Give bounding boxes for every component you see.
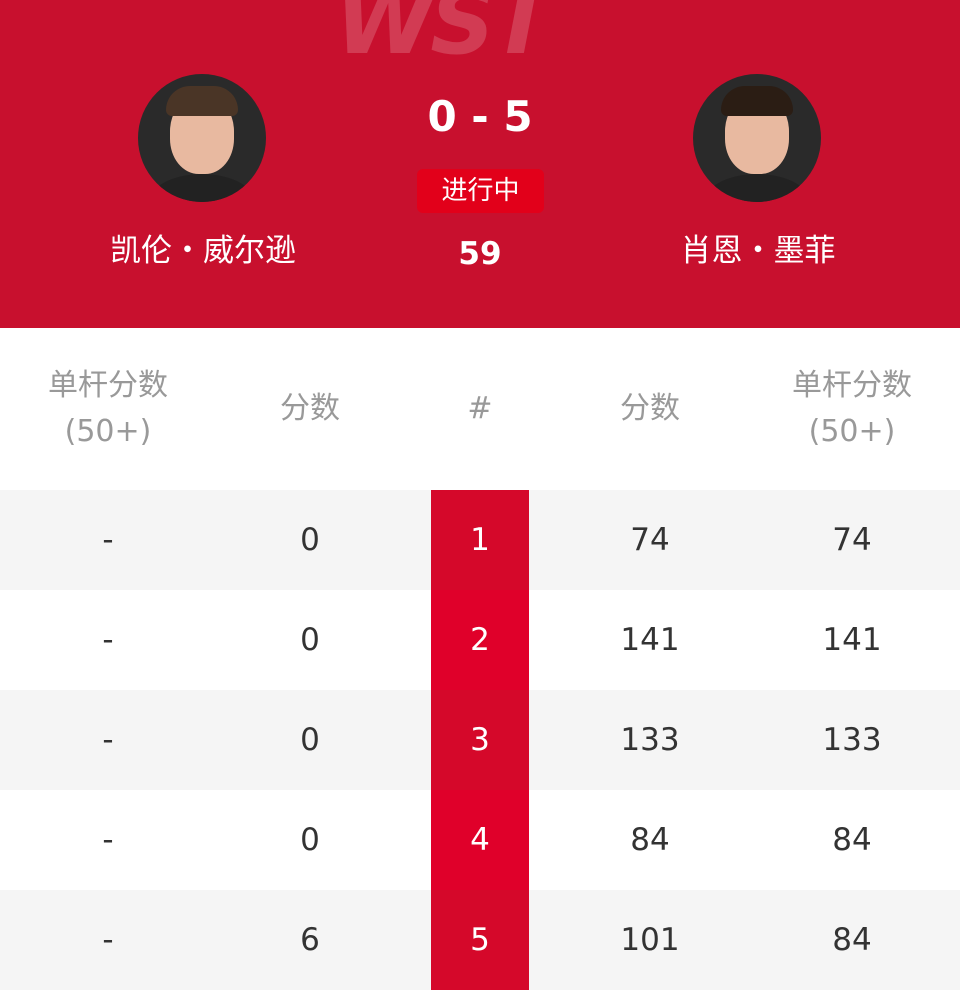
match-header: WST 凯伦・威尔逊 肖恩・墨菲 0 - 5 进行中 59	[0, 0, 960, 328]
left-score-cell: 6	[300, 922, 320, 958]
right-score-cell: 133	[620, 722, 680, 758]
current-frame-score: 59	[458, 236, 502, 272]
left-score-cell: 0	[300, 622, 320, 658]
left-score-cell: 0	[300, 522, 320, 558]
table-header: 单杆分数 (50+) 分数 # 分数 单杆分数 (50+)	[0, 328, 960, 490]
table-row: - 0 133 133 3	[0, 690, 960, 790]
left-break-cell: -	[102, 922, 114, 958]
table-row: - 0 141 141 2	[0, 590, 960, 690]
table-row: - 0 84 84 4	[0, 790, 960, 890]
frame-number: 1	[431, 490, 529, 590]
status-badge: 进行中	[417, 169, 544, 213]
left-break-cell: -	[102, 722, 114, 758]
frame-number: 3	[431, 690, 529, 790]
header-left-break: 单杆分数 (50+)	[48, 368, 168, 449]
frame-number: 2	[431, 590, 529, 690]
right-break-cell: 84	[832, 922, 872, 958]
right-break-cell: 74	[832, 522, 872, 558]
left-player-name[interactable]: 凯伦・威尔逊	[110, 233, 296, 269]
right-score-cell: 74	[630, 522, 670, 558]
left-break-cell: -	[102, 622, 114, 658]
right-player-avatar[interactable]	[693, 74, 821, 202]
right-break-cell: 141	[822, 622, 882, 658]
left-player-avatar[interactable]	[138, 74, 266, 202]
right-score-cell: 141	[620, 622, 680, 658]
table-row: - 0 74 74 1	[0, 490, 960, 590]
table-row: - 6 101 84 5	[0, 890, 960, 990]
left-score-cell: 0	[300, 722, 320, 758]
match-score: 0 - 5	[427, 92, 533, 141]
wst-logo-watermark: WST	[335, 0, 552, 75]
left-break-cell: -	[102, 522, 114, 558]
right-score-cell: 101	[620, 922, 680, 958]
frame-number: 4	[431, 790, 529, 890]
header-right-break: 单杆分数 (50+)	[792, 368, 912, 449]
header-frame: #	[467, 391, 493, 426]
frame-number: 5	[431, 890, 529, 990]
left-score-cell: 0	[300, 822, 320, 858]
header-right-score: 分数	[620, 391, 680, 426]
header-left-score: 分数	[280, 391, 340, 426]
right-break-cell: 133	[822, 722, 882, 758]
right-break-cell: 84	[832, 822, 872, 858]
left-break-cell: -	[102, 822, 114, 858]
right-player-name[interactable]: 肖恩・墨菲	[680, 233, 836, 269]
right-score-cell: 84	[630, 822, 670, 858]
